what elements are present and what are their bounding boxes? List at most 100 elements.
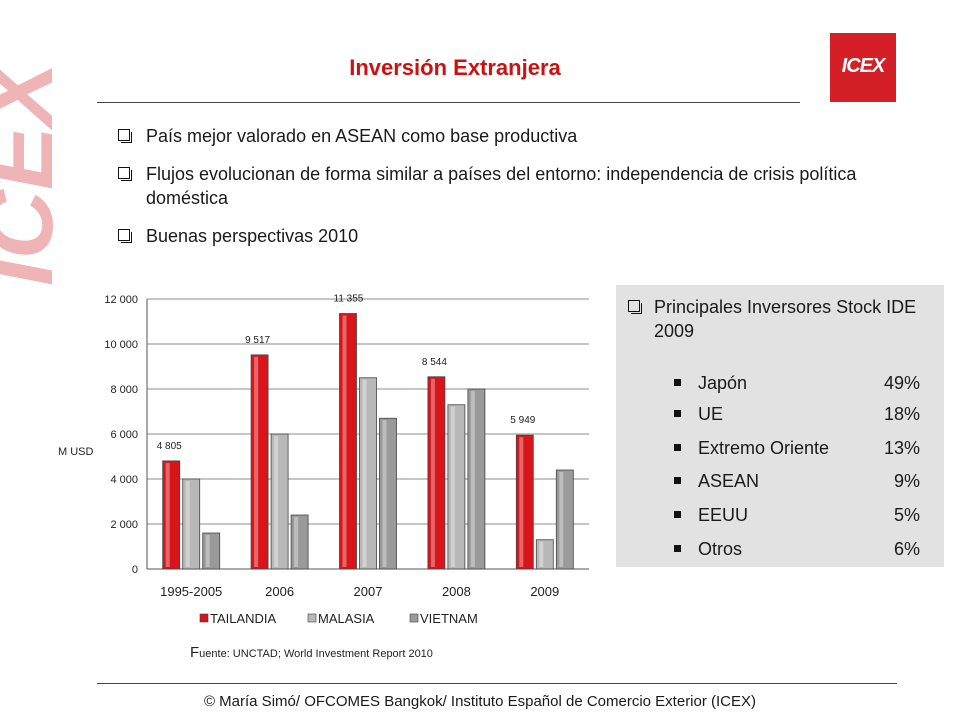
investor-row: ASEAN 9% [674,469,924,493]
checkbox-bullet-icon [118,167,132,181]
bar-tailandia [162,460,181,570]
investors-panel: Principales Inversores Stock IDE 2009 Ja… [616,285,944,567]
bar-vietnam [555,469,574,570]
legend-label: TAILANDIA [210,611,277,626]
bar-highlight [165,462,170,567]
investor-row: Japón 49% [674,371,924,395]
square-bullet-icon [674,477,681,484]
y-axis-label: M USD [58,446,94,458]
page-title: Inversión Extranjera [349,55,561,80]
square-bullet-icon [674,410,681,417]
data-label: 5 949 [510,415,535,426]
y-tick-label: 10 000 [104,339,138,351]
bullet-text: Flujos evolucionan de forma similar a pa… [146,164,857,208]
investor-name: EEUU [698,505,749,525]
legend-swatch [409,613,419,623]
bar-malasia [535,539,554,570]
investor-percent: 13% [883,438,920,458]
investor-name: Otros [698,539,743,559]
bar-highlight [450,406,455,567]
bar-tailandia [427,376,446,570]
investor-row: UE 18% [674,402,924,426]
square-bullet-icon [674,444,681,451]
x-tick-label: 2008 [442,584,471,599]
data-label: 8 544 [422,357,447,368]
y-tick-label: 0 [132,564,138,576]
bullet-text: País mejor valorado en ASEAN como base p… [146,126,578,146]
y-tick-label: 8 000 [110,384,138,396]
bar-vietnam [290,514,309,570]
data-label: 9 517 [245,335,270,346]
bar-vietnam [379,417,397,570]
data-label: 4 805 [157,441,182,452]
bullet-item: Flujos evolucionan de forma similar a pa… [118,162,878,210]
bar-highlight [185,481,190,567]
bar-malasia [270,433,289,570]
logo-text: ICEX [841,55,886,77]
square-bullet-icon [674,511,681,518]
investor-name: UE [698,404,724,424]
chart-source: Fuente: UNCTAD; World Investment Report … [190,644,433,661]
investor-percent: 18% [883,404,920,424]
bar-tailandia [250,354,269,570]
bar-highlight [519,437,524,567]
investor-name: Japón [698,373,748,393]
investor-name: ASEAN [698,471,760,491]
bullet-item: País mejor valorado en ASEAN como base p… [118,124,878,148]
title-divider [97,102,800,103]
source-text: uente: UNCTAD; World Investment Report 2… [199,648,433,660]
investor-row: Otros 6% [674,537,924,561]
x-tick-label: 2009 [530,584,559,599]
checkbox-bullet-icon [628,300,642,314]
bar-malasia [182,478,201,570]
x-tick-label: 2006 [265,584,294,599]
investor-percent: 9% [893,471,920,491]
watermark-text: ICEX [0,57,73,286]
bar-highlight [559,472,564,567]
investor-percent: 6% [893,539,920,559]
bar-highlight [205,535,210,567]
bar-tailandia [515,434,534,570]
bar-highlight [539,541,544,567]
bar-malasia [447,404,466,570]
legend-swatch [199,613,209,623]
bar-malasia [359,377,377,570]
footer-divider [97,683,897,684]
bar-highlight [294,517,299,567]
footer-credit: © María Simó/ OFCOMES Bangkok/ Instituto… [203,693,757,710]
investor-percent: 49% [883,373,920,393]
legend-label: VIETNAM [420,611,478,626]
investor-row: Extremo Oriente 13% [674,436,924,460]
bar-vietnam [467,388,486,570]
icex-logo: ICEX [830,33,896,102]
bar-vietnam [202,532,221,570]
fdi-bar-chart: 0 2 000 4 000 6 000 8 000 10 000 12 000 M USD 4 … [58,294,589,626]
x-tick-label: 2007 [354,584,383,599]
y-tick-label: 6 000 [110,429,138,441]
bullet-list: País mejor valorado en ASEAN como base p… [118,124,878,262]
y-tick-label: 2 000 [110,519,138,531]
legend-label: MALASIA [318,611,375,626]
bar-highlight [274,436,279,567]
square-bullet-icon [674,545,681,552]
investor-percent: 5% [893,505,920,525]
bar-highlight [382,420,387,567]
legend-swatch [307,613,317,623]
investor-name: Extremo Oriente [698,438,830,458]
bar-tailandia [339,313,357,570]
data-label: 11 355 [334,294,364,305]
bar-highlight [430,378,435,567]
source-initial: F [190,644,200,661]
bullet-item: Buenas perspectivas 2010 [118,224,878,248]
investor-row: EEUU 5% [674,503,924,527]
bar-highlight [470,391,475,567]
x-tick-label: 1995-2005 [160,584,222,599]
bar-highlight [254,356,259,567]
y-tick-label: 12 000 [104,294,138,306]
investors-heading: Principales Inversores Stock IDE 2009 [628,295,934,343]
checkbox-bullet-icon [118,129,132,143]
icex-watermark: ICEX [0,57,73,286]
square-bullet-icon [674,379,681,386]
bullet-text: Buenas perspectivas 2010 [146,226,359,246]
y-tick-label: 4 000 [110,474,138,486]
